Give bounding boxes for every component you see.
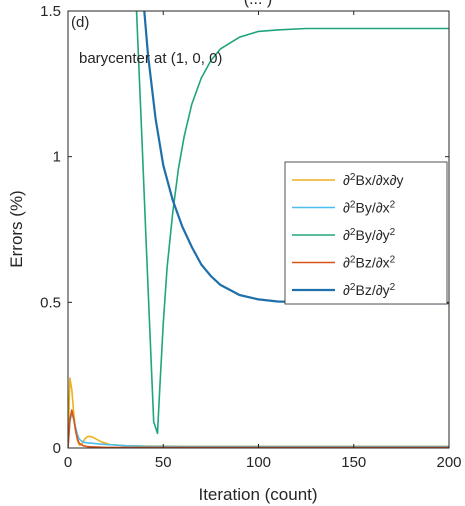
legend-entry: ∂2Bx/∂x∂y [343, 172, 404, 189]
series-line-2 [68, 412, 449, 448]
legend-entry: ∂2Bz/∂x2 [343, 254, 396, 271]
y-axis-label: Errors (%) [7, 190, 26, 267]
x-tick-label: 50 [155, 454, 172, 471]
axis-ticks: 0 50 100 150 200 0 0.5 1 1.5 [40, 3, 461, 471]
legend-box [284, 161, 448, 305]
legend-entry: ∂2Bz/∂y2 [343, 282, 396, 299]
x-tick-label: 200 [436, 454, 461, 471]
y-tick-label: 0 [53, 440, 61, 457]
series-line-4 [68, 409, 449, 448]
x-tick-label: 150 [341, 454, 366, 471]
x-tick-label: 0 [64, 454, 72, 471]
barycenter-annotation: barycenter at (1, 0, 0) [79, 50, 222, 67]
legend-entry: ∂2By/∂y2 [343, 227, 396, 244]
y-tick-label: 1 [53, 149, 61, 166]
legend: ∂2Bx/∂x∂y ∂2By/∂x2 ∂2By/∂y2 ∂2Bz/∂x2 ∂2Bz/∂y… [284, 161, 448, 305]
x-axis-label: Iteration (count) [198, 485, 317, 504]
x-tick-label: 100 [246, 454, 271, 471]
y-tick-label: 0.5 [40, 294, 61, 311]
chart-title-fragment: (... ) [244, 0, 272, 8]
legend-entry: ∂2By/∂x2 [343, 199, 396, 216]
series-line-1 [68, 377, 449, 448]
panel-label: (d) [71, 14, 89, 31]
series-line-3 [135, 11, 449, 435]
y-tick-label: 1.5 [40, 3, 61, 20]
